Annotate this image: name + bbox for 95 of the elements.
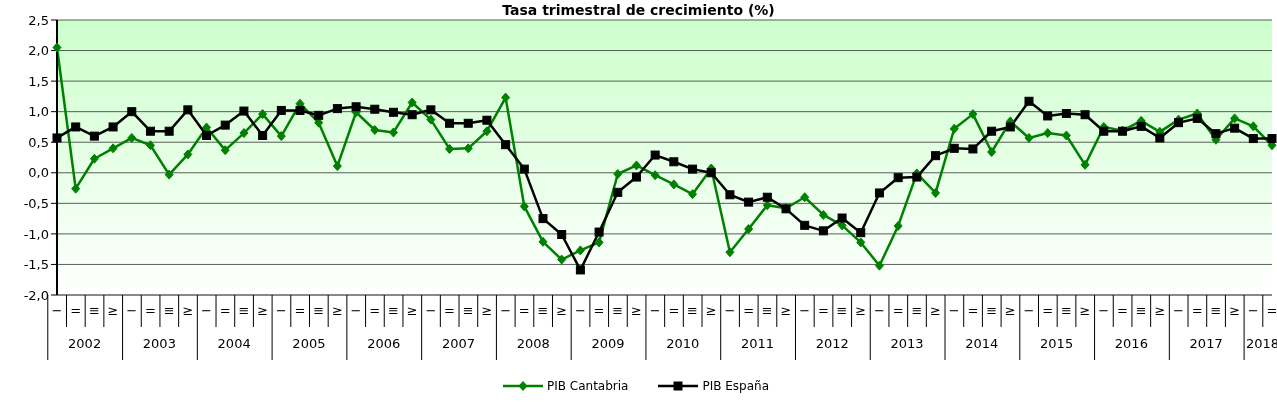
x-tick-label: ≡ xyxy=(687,303,698,318)
x-tick-label: ≥ xyxy=(631,303,642,318)
x-tick-label: = xyxy=(1117,303,1128,318)
text: 2013 xyxy=(890,336,924,351)
x-tick-label: = xyxy=(70,303,82,318)
x-tick-label: ≥ xyxy=(705,303,717,318)
text: 2007 xyxy=(441,336,476,351)
x-tick-label: ≡ xyxy=(836,303,848,318)
x-tick-label: = xyxy=(668,303,680,318)
x-tick-label: ≡ xyxy=(88,303,100,318)
x-tick-label: = xyxy=(1266,303,1277,318)
x-tick-label: ≡ xyxy=(1135,303,1147,318)
y-tick-label: 1,0 xyxy=(28,104,49,120)
x-tick-label: = xyxy=(817,303,829,318)
x-tick-label: − xyxy=(1023,303,1035,318)
x-tick-label: − xyxy=(51,303,63,318)
y-tick-label: 1,5 xyxy=(28,73,49,89)
x-tick-label: = xyxy=(518,303,530,318)
x-tick-label: ≡ xyxy=(462,303,474,318)
x-tick-label: ≥ xyxy=(855,303,867,318)
x-tick-label: ≥ xyxy=(406,303,418,318)
x-tick-label: − xyxy=(874,303,885,318)
x-tick-label: = xyxy=(892,303,904,318)
text: 2016 xyxy=(1114,336,1148,351)
x-tick-label: = xyxy=(145,303,156,318)
x-tick-label: = xyxy=(1191,303,1203,318)
x-tick-label: ≡ xyxy=(1210,303,1222,318)
text: 2009 xyxy=(591,336,625,351)
y-tick-label: 0,0 xyxy=(28,165,49,181)
x-tick-label: = xyxy=(743,303,755,318)
x-tick-label: ≥ xyxy=(481,303,493,318)
x-tick-label: − xyxy=(1173,303,1184,318)
x-tick-label: = xyxy=(219,303,231,318)
text: 2017 xyxy=(1189,336,1223,351)
x-tick-label: ≥ xyxy=(780,303,792,318)
x-tick-label: = xyxy=(593,303,605,318)
text: 2015 xyxy=(1040,336,1074,351)
text: 2010 xyxy=(666,336,700,351)
x-tick-label: − xyxy=(724,303,736,318)
x-tick-label: ≥ xyxy=(182,303,194,318)
x-tick-label: − xyxy=(425,303,437,318)
x-tick-label: ≡ xyxy=(537,303,549,318)
y-tick-label: -1,0 xyxy=(23,226,49,242)
x-tick-label: − xyxy=(275,303,287,318)
y-tick-label: 2,0 xyxy=(28,43,49,59)
x-tick-label: = xyxy=(444,303,455,318)
y-tick-label: 0,5 xyxy=(28,134,49,150)
x-tick-label: = xyxy=(369,303,381,318)
x-tick-label: ≡ xyxy=(238,303,250,318)
x-tick-label: ≥ xyxy=(107,303,119,318)
x-tick-label: = xyxy=(1042,303,1054,318)
x-tick-label: − xyxy=(799,303,811,318)
text: 2012 xyxy=(815,336,849,351)
x-tick-label: − xyxy=(948,303,960,318)
x-tick-label: ≥ xyxy=(556,303,568,318)
x-tick-label: − xyxy=(1247,303,1259,318)
chart-title: Tasa trimestral de crecimiento (%) xyxy=(502,2,775,18)
x-tick-label: ≡ xyxy=(911,303,923,318)
y-tick-label: -1,5 xyxy=(23,257,49,273)
legend-label: PIB España xyxy=(702,379,770,393)
x-tick-label: = xyxy=(967,303,979,318)
x-tick-label: ≡ xyxy=(761,303,773,318)
x-tick-label: ≥ xyxy=(257,303,269,318)
x-tick-label: ≥ xyxy=(930,303,941,318)
y-tick-label: 2,5 xyxy=(28,12,49,28)
text: 2002 xyxy=(68,336,102,351)
x-tick-label: ≥ xyxy=(331,303,343,318)
x-tick-label: ≡ xyxy=(388,303,399,318)
x-tick-label: ≥ xyxy=(1079,303,1091,318)
x-tick-label: ≥ xyxy=(1229,303,1241,318)
x-tick-label: − xyxy=(350,303,362,318)
x-tick-label: − xyxy=(500,303,512,318)
y-tick-label: -2,0 xyxy=(23,287,49,303)
x-tick-label: − xyxy=(649,303,661,318)
x-tick-label: ≡ xyxy=(313,303,325,318)
x-tick-label: − xyxy=(201,303,212,318)
text: 2006 xyxy=(367,336,401,351)
legend-label: PIB Cantabria xyxy=(546,379,629,393)
text: 2005 xyxy=(292,336,326,351)
text: 2014 xyxy=(965,336,999,351)
x-tick-label: ≥ xyxy=(1004,303,1016,318)
text: 2008 xyxy=(516,336,550,351)
x-tick-label: − xyxy=(574,303,586,318)
x-tick-label: − xyxy=(1098,303,1110,318)
text: 2003 xyxy=(142,336,176,351)
x-tick-label: ≡ xyxy=(163,303,175,318)
text: 2011 xyxy=(740,336,775,351)
x-tick-label: ≡ xyxy=(1060,303,1072,318)
x-tick-label: = xyxy=(294,303,306,318)
y-tick-label: -0,5 xyxy=(23,195,49,211)
x-tick-label: − xyxy=(126,303,138,318)
text: 2004 xyxy=(217,336,251,351)
x-tick-label: ≥ xyxy=(1154,303,1166,318)
x-tick-label: ≡ xyxy=(986,303,998,318)
x-tick-label: ≡ xyxy=(612,303,624,318)
